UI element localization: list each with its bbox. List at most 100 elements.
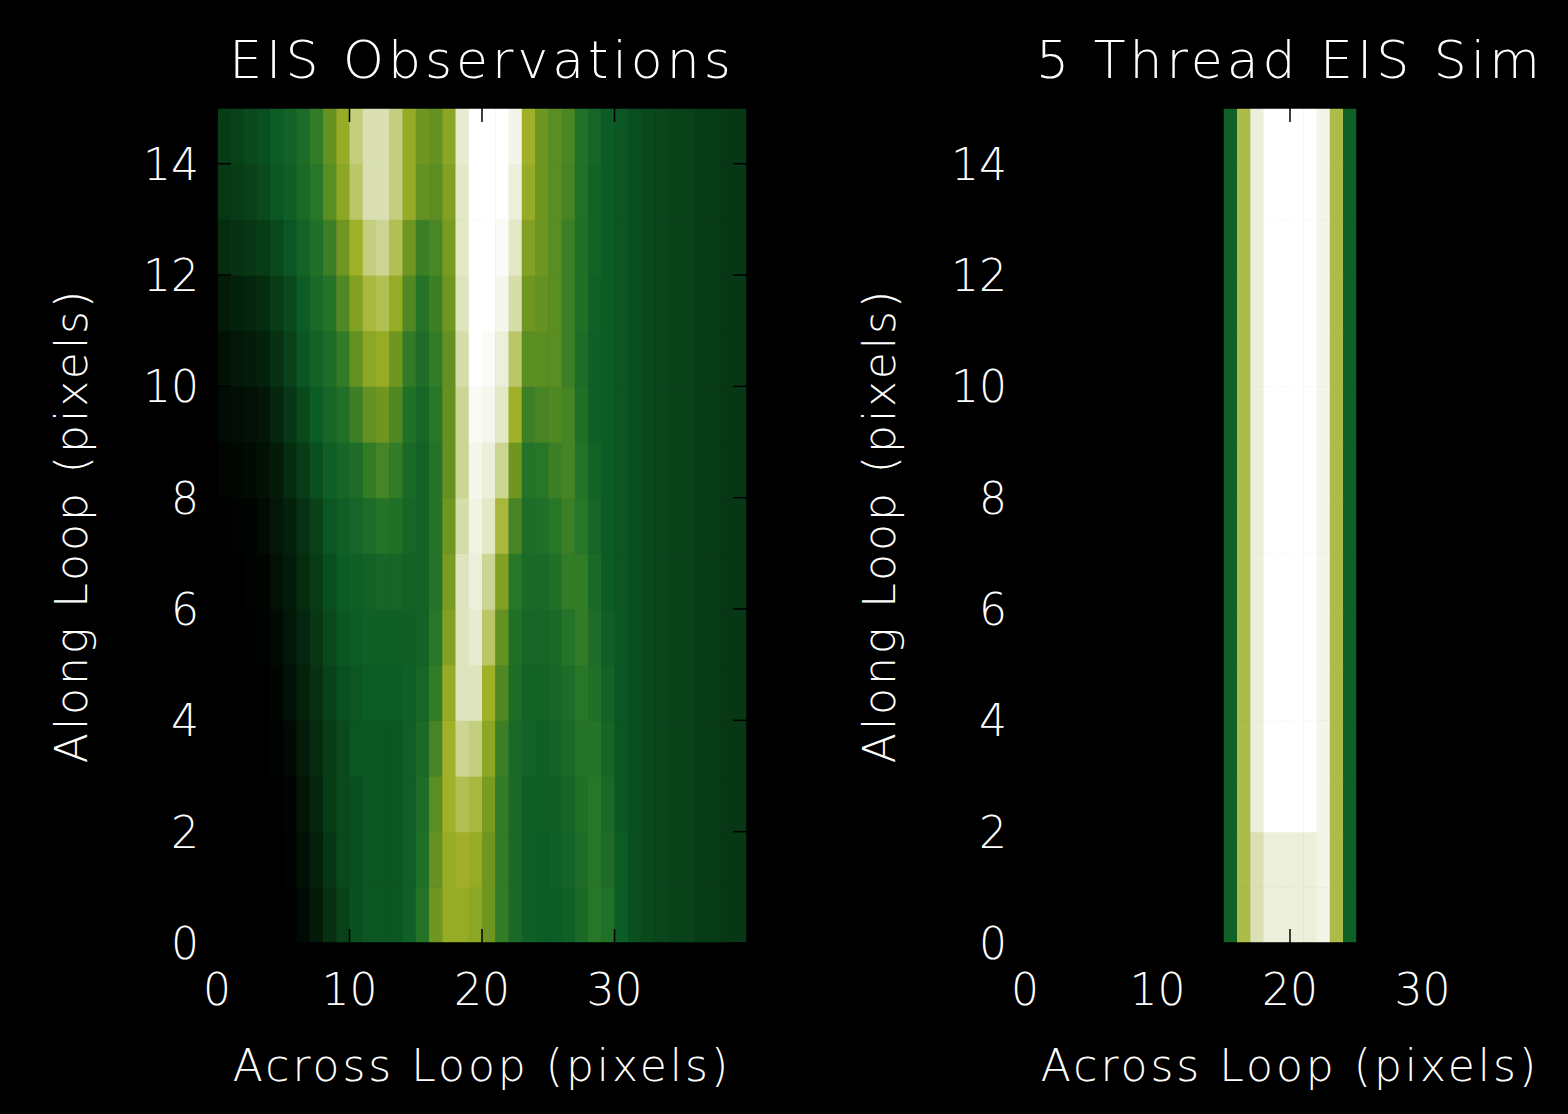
heat-cell — [389, 331, 403, 387]
heat-cell — [548, 219, 562, 275]
heat-cell — [1515, 275, 1529, 331]
heat-cell — [654, 609, 668, 665]
heat-cell — [495, 442, 509, 498]
heat-cell — [1396, 331, 1410, 387]
heat-cell — [575, 665, 589, 721]
heat-cell — [1476, 164, 1490, 220]
heat-cell — [1317, 776, 1331, 832]
y-tick — [733, 720, 747, 722]
heat-cell — [1065, 832, 1079, 888]
heat-cell — [429, 887, 443, 943]
heat-cell — [721, 498, 735, 554]
heat-cell — [562, 219, 576, 275]
heat-cell — [1224, 275, 1238, 331]
heat-cell — [1489, 275, 1503, 331]
heat-cell — [707, 442, 721, 498]
heat-cell — [1476, 665, 1490, 721]
heat-cell — [1065, 164, 1079, 220]
heat-cell — [482, 219, 496, 275]
heat-cell — [230, 275, 244, 331]
heat-cell — [601, 275, 615, 331]
heat-cell — [1025, 275, 1039, 331]
heat-cell — [654, 498, 668, 554]
heat-cell — [548, 553, 562, 609]
heat-cell — [535, 219, 549, 275]
heat-cell — [336, 108, 350, 164]
heat-cell — [1409, 498, 1423, 554]
heat-cell — [283, 442, 297, 498]
heat-cell — [442, 887, 456, 943]
heat-cell — [1237, 720, 1251, 776]
heat-cell — [1303, 498, 1317, 554]
heat-cell — [1529, 275, 1543, 331]
cells — [1025, 108, 1555, 943]
heat-cell — [694, 164, 708, 220]
heat-cell — [270, 386, 284, 442]
heat-cell — [575, 776, 589, 832]
y-tick — [733, 274, 747, 276]
heat-cell — [641, 553, 655, 609]
heat-cell — [1184, 609, 1198, 665]
heat-cell — [350, 776, 364, 832]
heat-cell — [1250, 665, 1264, 721]
heat-cell — [654, 442, 668, 498]
panel: 010203002468101214Across Loop (pixels)Al… — [854, 30, 1556, 1091]
heat-cell — [1065, 665, 1079, 721]
heat-cell — [1343, 832, 1357, 888]
heat-cell — [1224, 887, 1238, 943]
heat-cell — [548, 164, 562, 220]
heat-cell — [1224, 442, 1238, 498]
heat-cell — [707, 219, 721, 275]
heat-cell — [1197, 386, 1211, 442]
heat-cell — [668, 609, 682, 665]
heat-cell — [1436, 609, 1450, 665]
heat-cell — [1502, 887, 1516, 943]
heat-cell — [1184, 553, 1198, 609]
heat-cell — [1197, 665, 1211, 721]
heat-cell — [1489, 498, 1503, 554]
heat-cell — [442, 164, 456, 220]
heat-cell — [1423, 609, 1437, 665]
heat-cell — [1290, 553, 1304, 609]
heat-cell — [336, 887, 350, 943]
heat-cell — [416, 275, 430, 331]
heat-cell — [1396, 832, 1410, 888]
heat-cell — [721, 832, 735, 888]
heat-cell — [283, 776, 297, 832]
heat-cell — [588, 164, 602, 220]
heat-cell — [482, 331, 496, 387]
y-tick — [217, 608, 231, 610]
heat-cell — [1118, 887, 1132, 943]
heat-cell — [1091, 442, 1105, 498]
heat-cell — [1158, 776, 1172, 832]
heat-cell — [1515, 720, 1529, 776]
heat-cell — [1197, 331, 1211, 387]
heat-cell — [1184, 219, 1198, 275]
x-tick — [1422, 929, 1424, 943]
heat-cell — [1303, 553, 1317, 609]
heat-cell — [509, 665, 523, 721]
heat-cell — [363, 164, 377, 220]
y-tick — [1025, 497, 1039, 499]
heat-cell — [562, 832, 576, 888]
heat-cell — [416, 442, 430, 498]
heat-cell — [1542, 832, 1555, 888]
heat-cell — [442, 498, 456, 554]
heat-cell — [1025, 776, 1039, 832]
heat-cell — [1118, 331, 1132, 387]
heat-cell — [389, 164, 403, 220]
heat-cell — [429, 331, 443, 387]
heat-cell — [310, 386, 324, 442]
heat-cell — [721, 776, 735, 832]
heat-cell — [1237, 498, 1251, 554]
heat-cell — [628, 386, 642, 442]
heat-cell — [1502, 108, 1516, 164]
heat-cell — [1277, 498, 1291, 554]
y-tick — [217, 274, 231, 276]
heat-cell — [1171, 164, 1185, 220]
heat-cell — [1250, 498, 1264, 554]
heat-cell — [734, 386, 747, 442]
heat-cell — [1317, 331, 1331, 387]
heat-cell — [442, 609, 456, 665]
heat-cell — [681, 108, 695, 164]
